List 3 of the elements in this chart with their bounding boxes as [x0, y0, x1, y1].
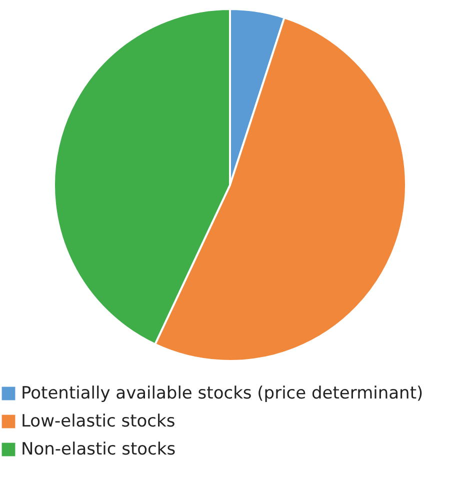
legend-label: Non-elastic stocks [21, 440, 176, 460]
legend-label: Potentially available stocks (price determinant) [21, 384, 424, 404]
legend-label: Low-elastic stocks [21, 412, 176, 432]
